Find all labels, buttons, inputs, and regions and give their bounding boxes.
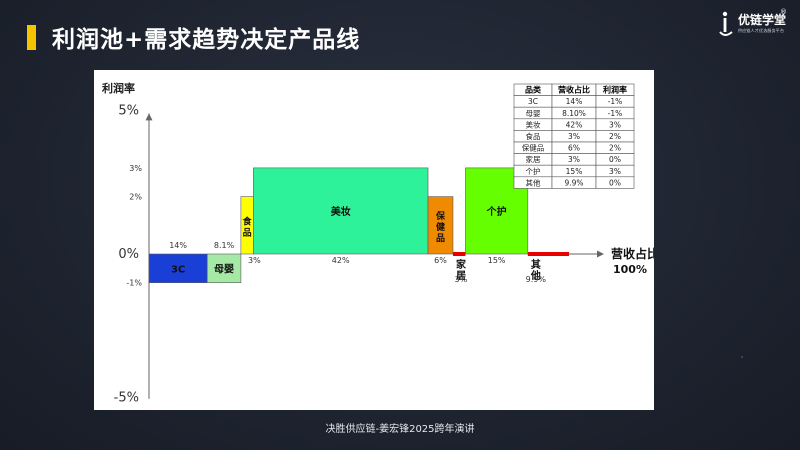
table-cell-text-7-2: 0% (609, 178, 621, 187)
category-label-3: 美妆 (331, 205, 351, 218)
table-cell-text-5-2: 0% (609, 155, 621, 164)
table-cell-text-5-0: 家居 (526, 154, 541, 164)
table-cell-text-6-1: 15% (566, 167, 583, 176)
table-cell-text-6-2: 3% (609, 167, 621, 176)
table-cell-text-3-1: 3% (568, 132, 580, 141)
category-label-6: 个护 (486, 205, 507, 218)
table-cell-text-4-2: 2% (609, 144, 621, 153)
table-cell-text-2-2: 3% (609, 120, 621, 129)
table-cell-text-3-0: 食品 (526, 131, 541, 141)
brand-logo: 优链学堂 ® 供应链人才优选服务平台 (718, 8, 794, 44)
table-cell-text-0-2: -1% (608, 97, 623, 106)
category-label-2-1: 品 (243, 227, 252, 238)
y-axis-title: 利润率 (102, 81, 135, 95)
table-cell-text-7-1: 9.9% (564, 178, 583, 187)
y-tick-label-major-1: 0% (118, 247, 139, 262)
table-cell-text-1-2: -1% (608, 109, 623, 118)
decorative-dot (741, 356, 743, 358)
category-label-7-0: 其 (531, 258, 541, 271)
table-header-0: 品类 (525, 85, 541, 95)
page-title: 利润池+需求趋势决定产品线 (52, 27, 361, 53)
table-cell-text-6-0: 个护 (526, 166, 541, 176)
share-label-4: 6% (434, 256, 447, 265)
x-axis-arrowhead (597, 250, 604, 258)
bar-4 (427, 196, 454, 255)
table-cell-text-2-0: 美妆 (526, 119, 541, 129)
table-cell-text-0-0: 3C (528, 97, 538, 106)
registered-mark: ® (780, 8, 787, 16)
y-tick-label-minor-0: 3% (129, 164, 142, 173)
share-label-7: 9.9% (526, 275, 547, 284)
y-tick-label-minor-2: -1% (126, 279, 142, 288)
table-cell-text-2-1: 42% (566, 120, 583, 129)
share-label-0: 14% (169, 241, 187, 250)
table-cell-text-7-0: 其他 (526, 177, 541, 187)
table-cell-text-4-0: 保健品 (522, 143, 545, 153)
share-label-5: 3% (455, 275, 468, 284)
category-label-4-1: 健 (436, 221, 445, 233)
table-cell-text-5-1: 3% (568, 155, 580, 164)
category-label-7-1: 他 (530, 269, 541, 282)
category-label-0: 3C (171, 264, 185, 275)
table-cell-7-2 (595, 176, 635, 189)
y-tick-label-major-2: -5% (114, 391, 139, 406)
share-label-3: 42% (332, 256, 350, 265)
brand-logo-icon (719, 11, 733, 36)
bar-3 (253, 167, 429, 255)
share-label-6: 15% (488, 256, 506, 265)
title-accent-bar (27, 25, 36, 50)
category-label-2-0: 食 (242, 215, 253, 227)
x-axis-total: 100% (613, 263, 647, 276)
category-label-4-2: 品 (436, 233, 445, 244)
y-tick-label-minor-1: 2% (129, 193, 142, 202)
bar-1 (206, 253, 242, 284)
table-cell-text-1-0: 母婴 (526, 109, 541, 118)
share-label-2: 3% (248, 256, 261, 265)
share-label-1: 8.1% (214, 241, 235, 250)
chart-panel: 利润率 5% 0% -5% 3% 2% -1% 3C 14% 母婴 8.1% 食品 3% 美妆 42% 保健品… (94, 70, 659, 410)
bar-7 (527, 252, 569, 256)
footer-caption: 决胜供应链-姜宏锋2025跨年演讲 (325, 424, 475, 435)
y-tick-label-major-0: 5% (118, 104, 139, 119)
table-cell-text-0-1: 14% (566, 97, 583, 106)
x-axis-title: 营收占比 (611, 246, 654, 261)
profit-pool-chart: 利润率5%0%-5%3%2%-1%3C14%母婴8.1%食品3%美妆42%保健品… (102, 81, 659, 406)
table-cell-text-1-1: 8.10% (562, 109, 586, 118)
table-header-1: 营收占比 (558, 85, 590, 95)
category-label-1: 母婴 (214, 263, 234, 275)
category-label-5-0: 家 (456, 258, 467, 271)
brand-tagline: 供应链人才优选服务平台 (738, 28, 785, 33)
bar-5 (452, 252, 466, 256)
table-header-2: 利润率 (602, 85, 627, 95)
brand-name: 优链学堂 (738, 13, 787, 27)
table-cell-text-3-2: 2% (609, 132, 621, 141)
table-cell-text-4-1: 6% (568, 144, 580, 153)
y-axis-arrowhead (145, 113, 153, 121)
category-label-5-1: 居 (456, 270, 466, 282)
category-label-4-0: 保 (435, 210, 446, 222)
